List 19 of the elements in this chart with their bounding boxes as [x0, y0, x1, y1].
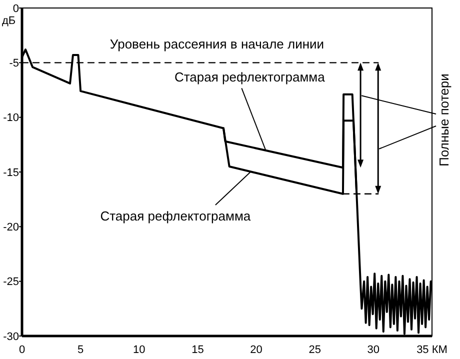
y-tick-label: -10 [3, 112, 19, 124]
x-tick-label: 10 [133, 344, 146, 356]
x-tick-label: 25 [308, 344, 321, 356]
y-tick-label: -30 [3, 330, 19, 343]
annotation: Старая рефлектограмма [100, 208, 252, 224]
x-tick-label: 15 [192, 344, 204, 356]
y-tick-label: -25 [3, 276, 19, 288]
y-tick-label: -20 [3, 222, 19, 234]
x-tick-label: 5 [78, 344, 84, 356]
x-tick-label: 30 [367, 344, 380, 356]
x-tick-label: 35 КМ [416, 344, 448, 356]
annotation: Старая рефлектограмма [174, 70, 326, 85]
y-tick-label: -5 [9, 58, 19, 70]
text: Полные потери [436, 74, 452, 166]
x-tick-label: 20 [250, 344, 262, 356]
y-tick-label: -15 [3, 166, 19, 179]
y-axis-title: дБ [2, 15, 16, 27]
annotation: Уровень рассеяния в начале линии [110, 36, 324, 52]
y-tick-label: 0 [12, 2, 19, 15]
